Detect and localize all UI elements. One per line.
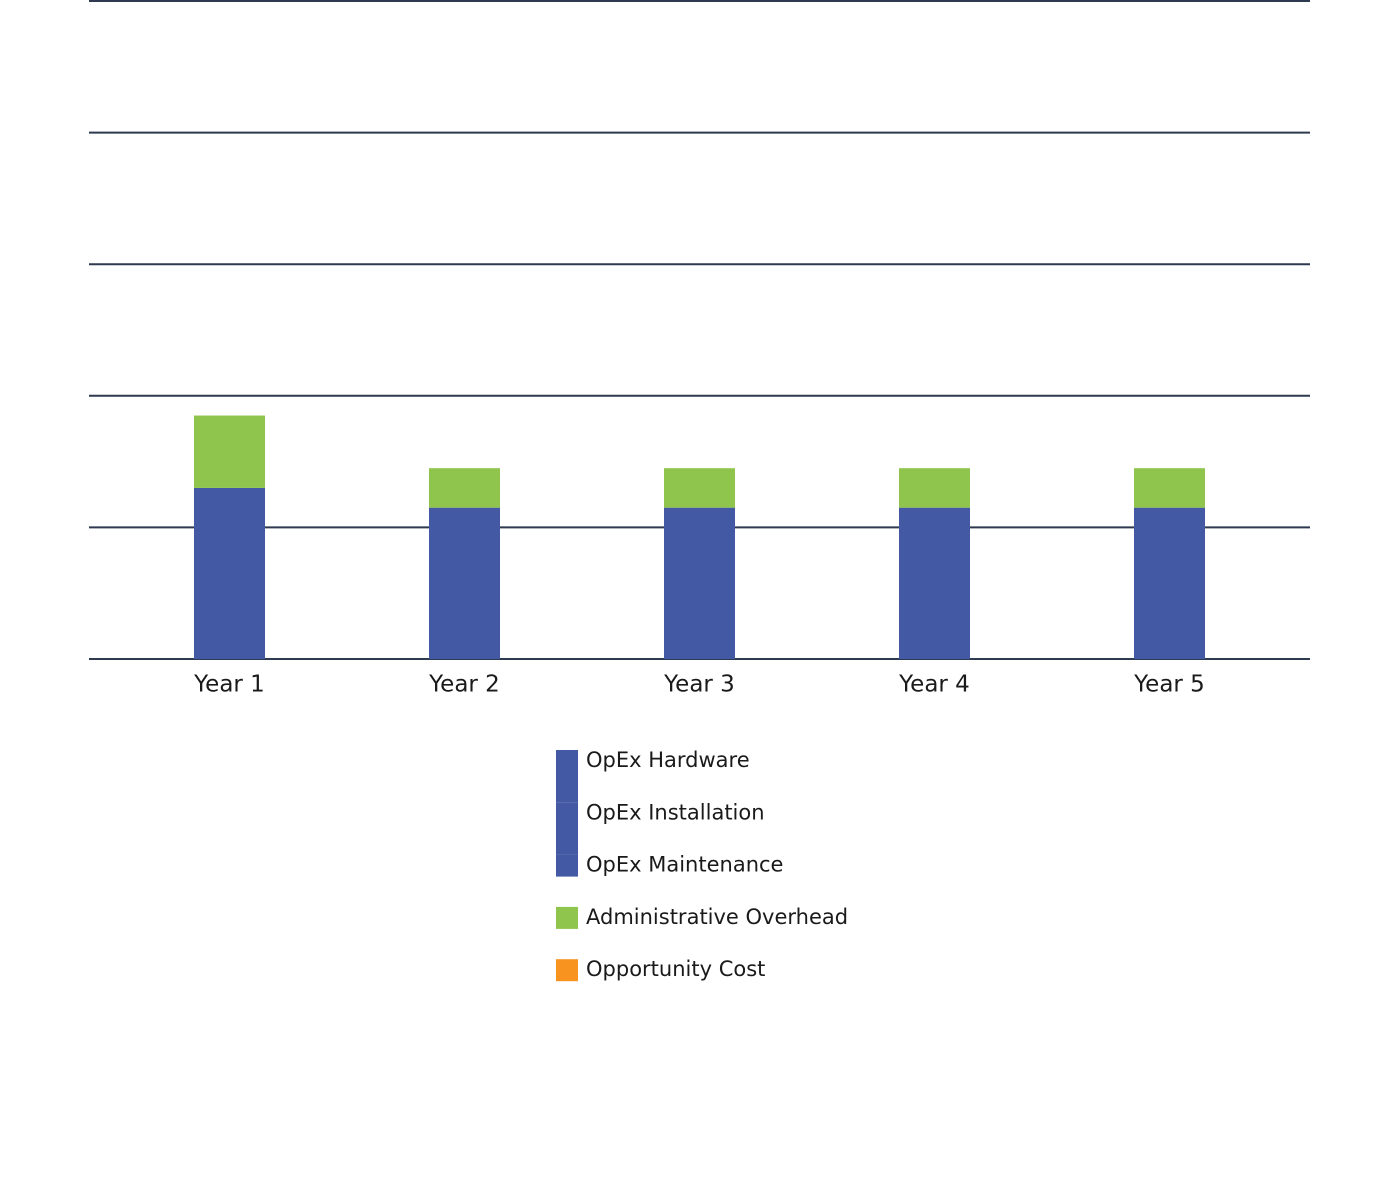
x-tick-label: Year 1 (193, 672, 265, 698)
legend-swatch (556, 959, 578, 982)
bar-segment (194, 415, 265, 488)
legend-swatch (556, 802, 578, 855)
legend-swatch (556, 906, 578, 929)
legend-label: OpEx Maintenance (586, 853, 783, 877)
x-tick-label: Year 2 (428, 672, 500, 698)
x-tick-label: Year 4 (898, 672, 970, 698)
legend-swatch (556, 750, 578, 803)
legend-label: Administrative Overhead (586, 905, 848, 929)
bar-segment (664, 468, 735, 508)
legend-label: Opportunity Cost (586, 957, 765, 981)
bar-segment (429, 468, 500, 508)
x-tick-label: Year 5 (1133, 672, 1205, 698)
legend-label: OpEx Installation (586, 800, 765, 824)
bar-segment (429, 507, 500, 659)
bar-segment (1134, 468, 1205, 508)
legend-label: OpEx Hardware (586, 748, 750, 772)
bar-segment (899, 468, 970, 508)
bar-segment (194, 487, 265, 659)
legend-swatch (556, 854, 578, 877)
bar-segment (1134, 507, 1205, 659)
x-tick-label: Year 3 (663, 672, 735, 698)
bar-segment (899, 507, 970, 659)
bar-segment (664, 507, 735, 659)
